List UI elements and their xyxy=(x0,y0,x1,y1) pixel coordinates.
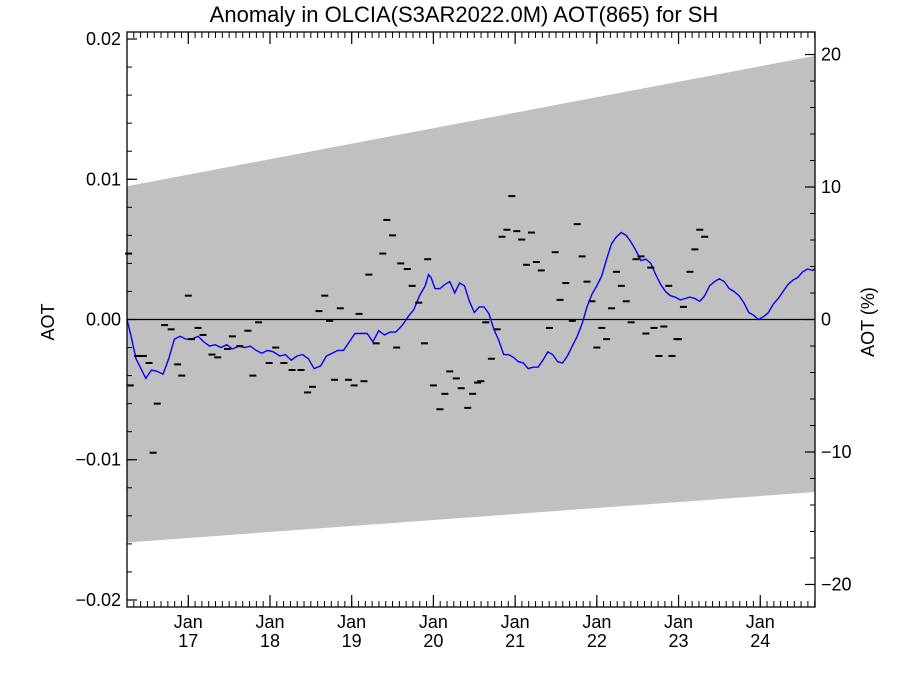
y-tick-label: −0.01 xyxy=(75,450,121,470)
x-tick-month-label: Jan xyxy=(419,612,448,632)
x-tick-month-label: Jan xyxy=(255,612,284,632)
x-tick-year-label: 24 xyxy=(750,631,770,651)
x-tick-month-label: Jan xyxy=(582,612,611,632)
x-tick-year-label: 17 xyxy=(178,631,198,651)
x-tick-month-label: Jan xyxy=(501,612,530,632)
y-axis-label-right: AOT (%) xyxy=(858,287,878,357)
x-tick-month-label: Jan xyxy=(664,612,693,632)
plot-area xyxy=(125,55,816,543)
x-tick-year-label: 21 xyxy=(505,631,525,651)
axes: −0.02−0.010.000.010.02−20−1001020Jan17Ja… xyxy=(75,29,851,651)
y-tick-label: 0.02 xyxy=(86,29,121,49)
y-axis-label-left: AOT xyxy=(38,303,58,340)
y-tick-label: 0.01 xyxy=(86,169,121,189)
x-tick-year-label: 19 xyxy=(342,631,362,651)
y-tick-label: −0.02 xyxy=(75,590,121,610)
y-right-tick-label: −10 xyxy=(821,442,852,462)
y-right-tick-label: −20 xyxy=(821,574,852,594)
x-tick-month-label: Jan xyxy=(337,612,366,632)
x-tick-year-label: 22 xyxy=(587,631,607,651)
y-tick-label: 0.00 xyxy=(86,310,121,330)
x-tick-year-label: 18 xyxy=(260,631,280,651)
y-right-tick-label: 10 xyxy=(821,177,841,197)
uncertainty-envelope xyxy=(127,55,815,543)
x-tick-year-label: 23 xyxy=(669,631,689,651)
x-tick-year-label: 20 xyxy=(423,631,443,651)
y-right-tick-label: 0 xyxy=(821,310,831,330)
series-0-line xyxy=(126,231,816,380)
y-right-tick-label: 20 xyxy=(821,45,841,65)
x-tick-month-label: Jan xyxy=(746,612,775,632)
chart-title: Anomaly in OLCIA(S3AR2022.0M) AOT(865) f… xyxy=(210,2,719,27)
x-tick-month-label: Jan xyxy=(174,612,203,632)
